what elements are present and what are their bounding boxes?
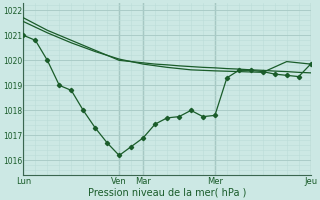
X-axis label: Pression niveau de la mer( hPa ): Pression niveau de la mer( hPa ) xyxy=(88,187,246,197)
